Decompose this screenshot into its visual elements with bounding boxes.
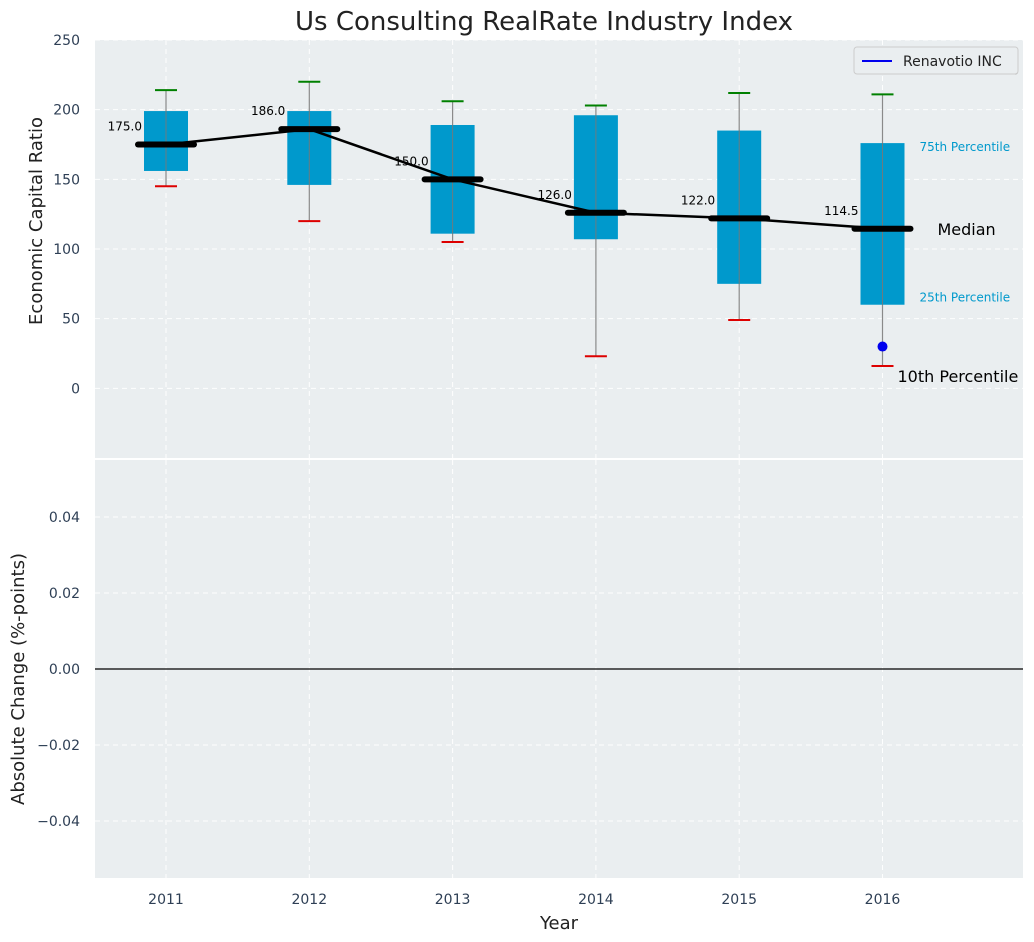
median-value-label: 175.0	[108, 120, 142, 134]
x-tick-label: 2012	[291, 892, 327, 908]
bottom-y-axis-label: Absolute Change (%-points)	[8, 553, 29, 805]
median-value-label: 150.0	[394, 154, 428, 168]
annotation-median: Median	[938, 220, 996, 239]
median-value-label: 186.0	[251, 104, 285, 118]
top-y-tick-label: 250	[53, 33, 80, 49]
legend: Renavotio INC	[853, 46, 1019, 75]
median-trend-line	[165, 127, 883, 231]
x-tick-label: 2015	[721, 892, 757, 908]
x-tick-label: 2011	[148, 892, 184, 908]
bottom-y-tick-labels: −0.04 −0.02 0.00 0.02 0.04	[37, 510, 80, 830]
median-value-label: 114.5	[824, 204, 858, 218]
bottom-y-tick-label: 0.02	[49, 586, 80, 602]
x-tick-label: 2014	[578, 892, 614, 908]
chart-title: Us Consulting RealRate Industry Index	[295, 7, 793, 37]
x-tick-label: 2016	[865, 892, 901, 908]
annotation-75th-percentile: 75th Percentile	[920, 140, 1011, 154]
company-point	[877, 341, 888, 352]
median-value-label: 126.0	[538, 188, 572, 202]
median-trend-polyline	[165, 127, 883, 231]
x-tick-labels: 2011 2012 2013 2014 2015 2016	[148, 892, 900, 908]
legend-label-renavotio: Renavotio INC	[903, 54, 1002, 70]
bottom-y-tick-label: −0.04	[37, 814, 80, 830]
top-y-axis-label: Economic Capital Ratio	[26, 117, 47, 325]
top-y-tick-labels: 0 50 100 150 200 250	[53, 33, 80, 397]
legend-box	[853, 46, 1019, 75]
top-y-tick-label: 200	[53, 103, 80, 119]
box-plot-series: 175.0 186.0 150.0 126.0 122.0 114.5	[108, 80, 914, 368]
bottom-y-tick-label: −0.02	[37, 738, 80, 754]
x-axis-label: Year	[539, 913, 579, 934]
x-tick-label: 2013	[435, 892, 471, 908]
median-value-label: 122.0	[681, 193, 715, 207]
top-y-tick-label: 150	[53, 172, 80, 188]
annotation-10th-percentile: 10th Percentile	[898, 367, 1019, 386]
annotation-25th-percentile: 25th Percentile	[920, 291, 1011, 305]
bottom-y-tick-label: 0.04	[49, 510, 80, 526]
company-series	[877, 341, 888, 352]
bottom-y-tick-label: 0.00	[49, 662, 80, 678]
top-y-tick-label: 0	[71, 381, 80, 397]
top-y-tick-label: 100	[53, 242, 80, 258]
top-y-tick-label: 50	[62, 312, 80, 328]
